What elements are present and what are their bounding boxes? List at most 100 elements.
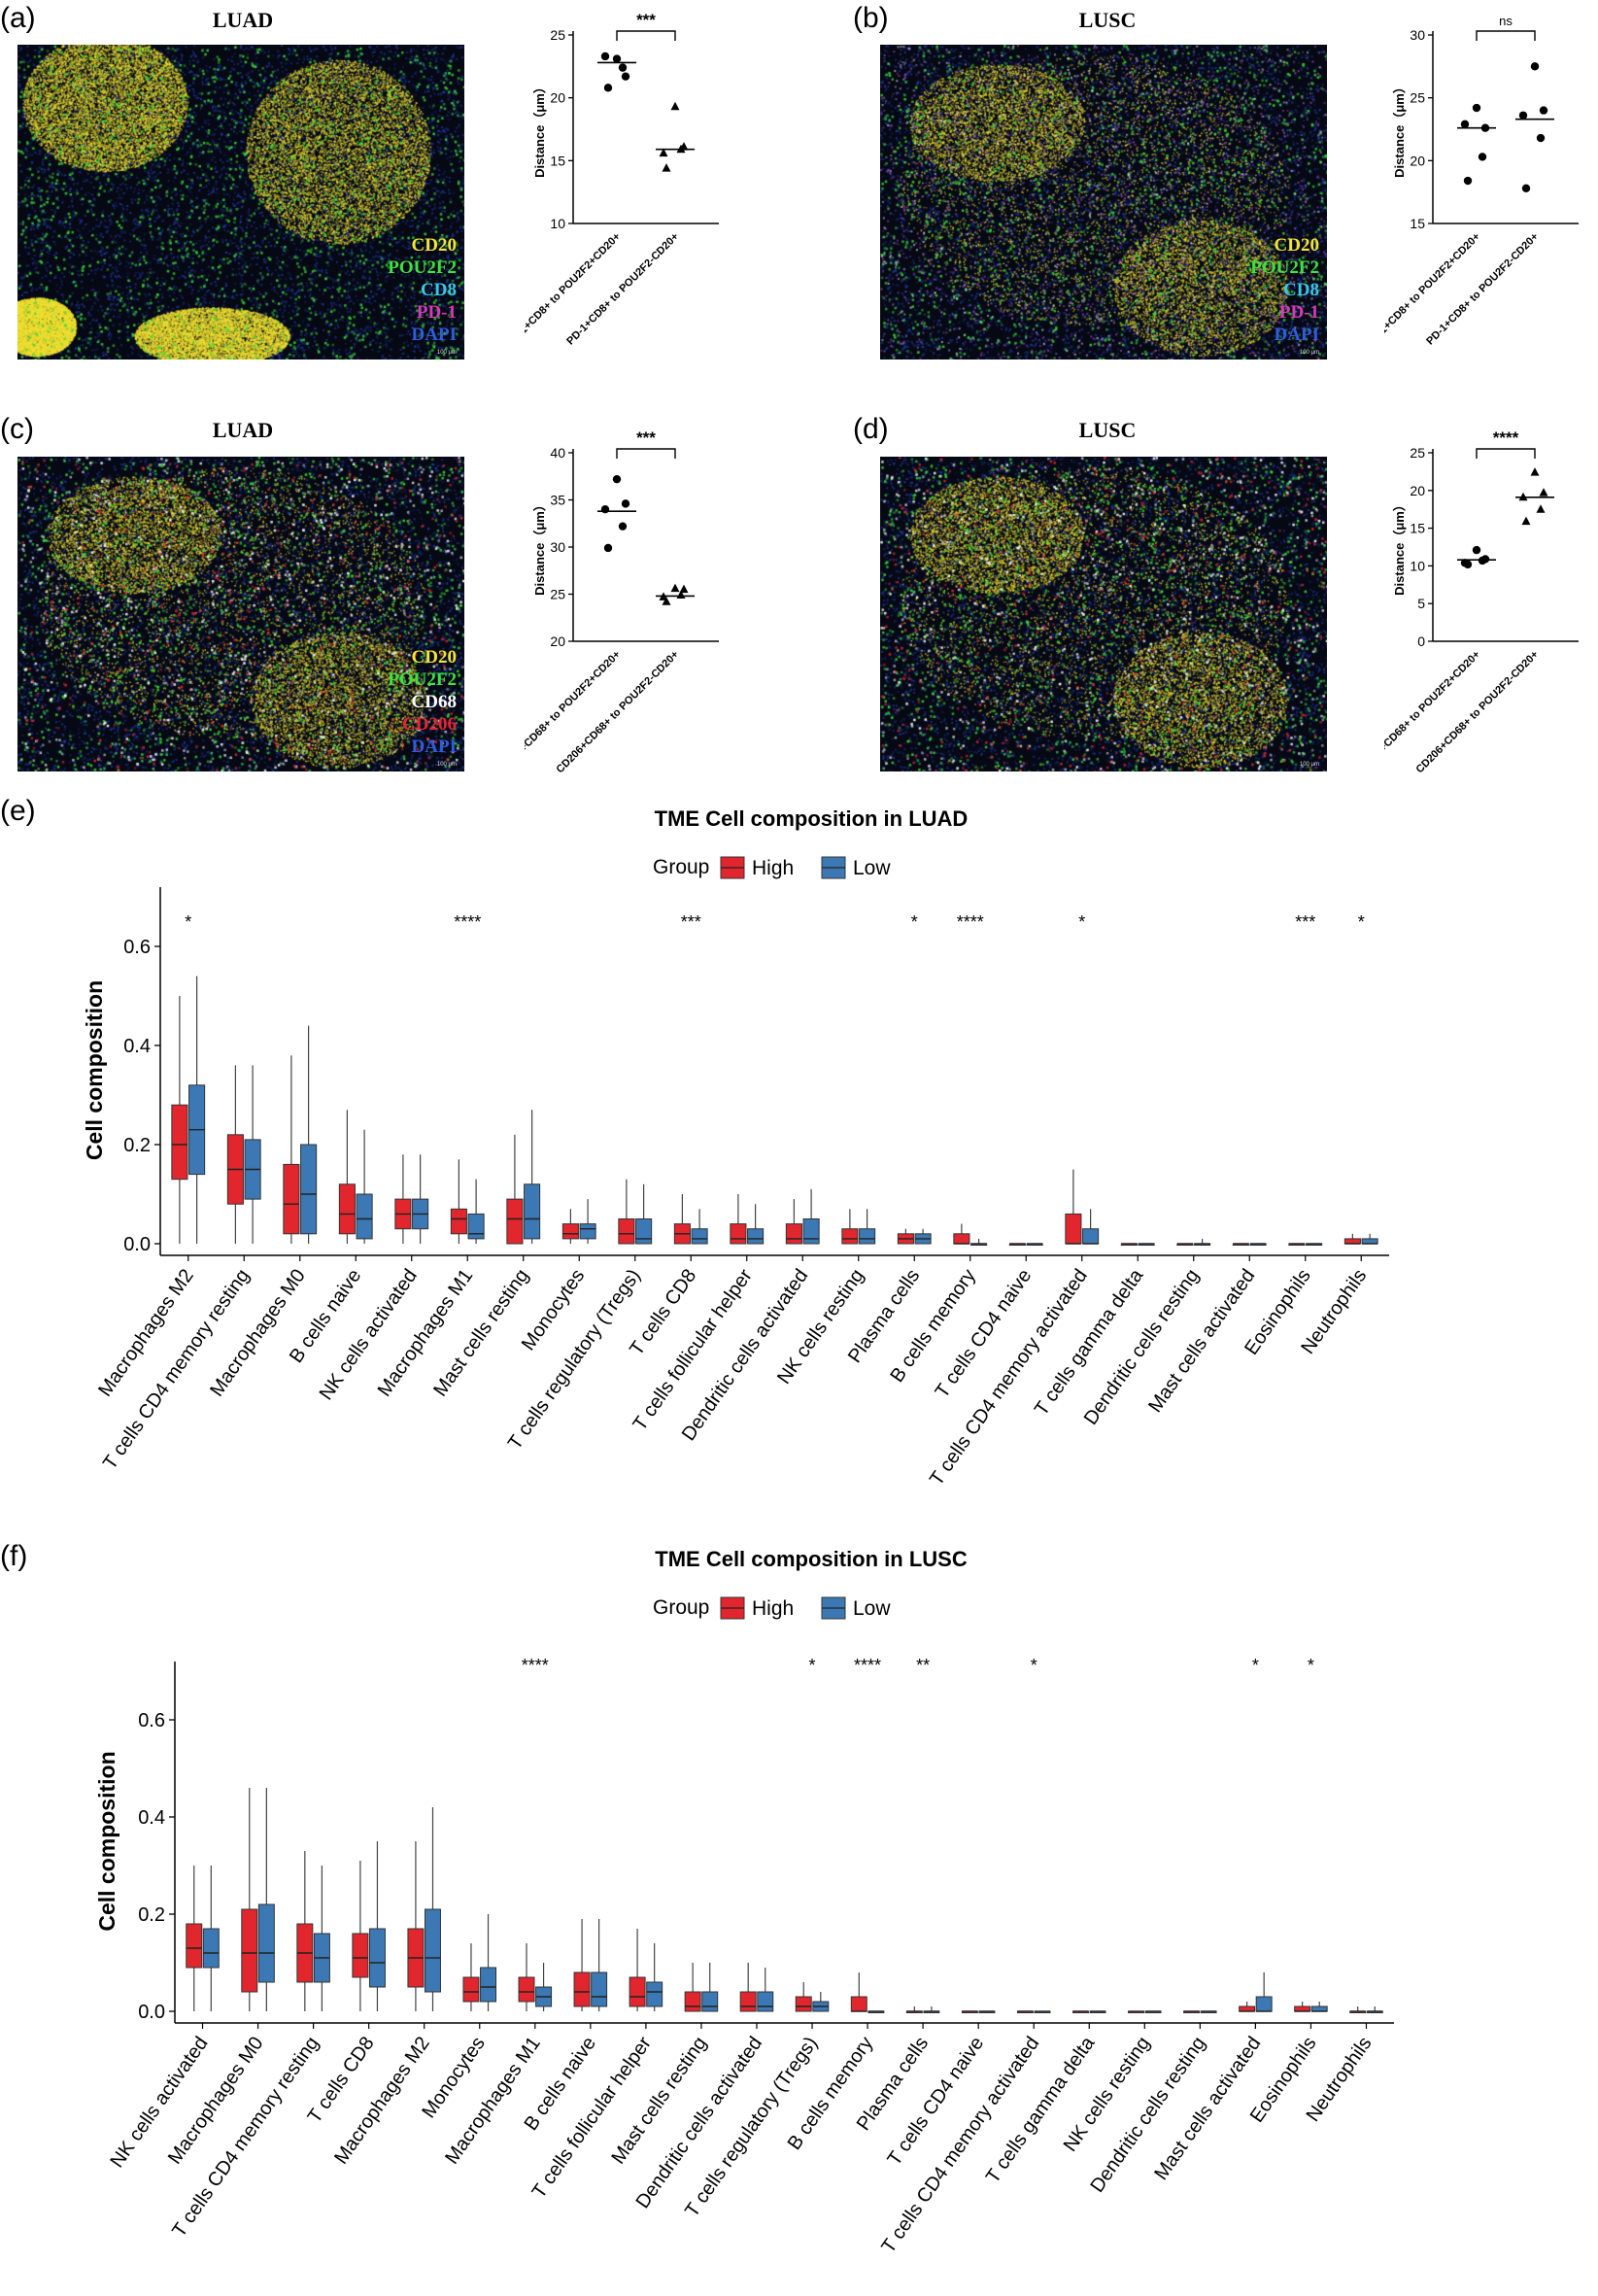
data-point [1472, 103, 1481, 113]
data-point [679, 584, 689, 594]
data-point [600, 505, 610, 514]
y-tick-label: 0.0 [138, 2002, 165, 2023]
box-high [730, 1223, 747, 1245]
data-point [603, 84, 613, 92]
marker-label: DAPI [411, 325, 457, 345]
panel-letter-a: (a) [0, 2, 36, 34]
x-tick-label: T cells gamma delta [1031, 1265, 1148, 1421]
marker-label: POU2F2 [1250, 257, 1319, 278]
data-point [1536, 504, 1546, 513]
significance-label: * [809, 1656, 816, 1675]
data-point [621, 72, 630, 81]
box-high [450, 1208, 467, 1235]
dot-plot-d: 0 5 10 15 20 25 Distance（μm） CD206+CD68+ to POU… [1384, 428, 1579, 777]
box-high [462, 1976, 480, 2003]
y-tick-label: 15 [1410, 216, 1425, 231]
box-high [785, 1223, 802, 1245]
significance-label: **** [854, 1656, 881, 1675]
significance-label: * [1078, 912, 1085, 932]
marker-label: CD20 [411, 647, 457, 668]
panel-letter-e: (e) [0, 795, 36, 827]
data-point [1536, 133, 1546, 143]
box-high [1294, 2005, 1311, 2012]
scale-bar-label: 100 μm [1299, 350, 1319, 356]
box-low [202, 1928, 220, 1969]
scale-bar-label: 100 μm [436, 762, 457, 768]
y-tick-label: 0.6 [138, 1710, 165, 1731]
y-tick-label: 0.2 [138, 1904, 165, 1926]
box-high [850, 1996, 867, 2012]
dot-plot-c: 20 25 30 35 40 Distance（μm） CD206+CD68+ to POU… [525, 428, 719, 777]
box-high [629, 1976, 646, 2007]
data-point [662, 163, 671, 172]
box-low [646, 1981, 663, 2007]
significance-bracket [1476, 30, 1536, 41]
box-low [802, 1218, 820, 1245]
y-tick-label: 5 [1417, 596, 1425, 611]
chart-title: TME Cell composition in LUSC [655, 1547, 968, 1571]
x-tick-label: CD206+CD68+ to POU2F2-CD20+ [555, 649, 682, 776]
micrograph-c-canvas [17, 457, 464, 771]
data-point [1521, 516, 1531, 526]
significance-label: * [1031, 1656, 1037, 1675]
box-high [171, 1104, 188, 1181]
y-tick-label: 25 [550, 27, 565, 43]
y-tick-label: 20 [1410, 483, 1425, 498]
y-tick-label: 10 [1410, 558, 1425, 573]
micrograph-title-c: LUAD [212, 418, 274, 442]
box-low [300, 1144, 318, 1235]
box-high [795, 1996, 812, 2012]
significance-bracket [1476, 448, 1536, 459]
box-low [701, 1991, 719, 2012]
box-low [524, 1183, 541, 1240]
significance-bracket [616, 448, 676, 459]
significance-label: * [1308, 1656, 1314, 1675]
legend-label: Low [853, 857, 891, 879]
y-tick-label: 0.4 [123, 1036, 151, 1057]
box-high [739, 1991, 757, 2012]
significance-bracket [616, 30, 676, 41]
data-point [618, 63, 628, 72]
legend-title: Group [653, 856, 709, 878]
box-high [352, 1933, 369, 1978]
y-axis-label: Distance（μm） [1392, 81, 1407, 178]
marker-label: POU2F2 [388, 669, 457, 690]
significance-label: * [1358, 912, 1365, 932]
box-low [368, 1928, 386, 1988]
box-high [283, 1163, 300, 1235]
significance-label: **** [957, 912, 984, 932]
marker-label: PD-1 [1278, 302, 1319, 323]
panel-letter-b: (b) [853, 2, 889, 34]
micrograph-a-canvas [17, 45, 464, 360]
significance-label: ns [1499, 14, 1513, 28]
x-tick-label: NK cells activated [106, 2033, 212, 2172]
y-tick-label: 0 [1417, 634, 1425, 649]
significance-label: * [185, 912, 191, 932]
marker-label: CD206 [402, 714, 457, 735]
box-low [859, 1228, 876, 1245]
data-point [621, 499, 630, 508]
data-point [670, 101, 680, 111]
data-point [1530, 467, 1540, 476]
y-tick-label: 35 [550, 493, 565, 508]
data-point [618, 522, 628, 531]
significance-label: **** [522, 1656, 549, 1675]
box-low [467, 1213, 485, 1240]
y-tick-label: 30 [1410, 27, 1425, 43]
x-tick-label: T cells gamma delta [982, 2033, 1100, 2188]
y-tick-label: 0.2 [123, 1135, 151, 1156]
y-tick-label: 25 [1410, 445, 1425, 461]
box-low [591, 1971, 608, 2007]
marker-label: CD20 [411, 235, 457, 256]
data-point [662, 597, 671, 605]
y-tick-label: 0.4 [138, 1807, 165, 1829]
box-plot-e: TME Cell composition in LUAD Group High Low… [82, 806, 1389, 1490]
marker-label: POU2F2 [388, 257, 457, 278]
chart-title: TME Cell composition in LUAD [655, 806, 969, 831]
significance-label: * [1252, 1656, 1259, 1675]
marker-label: CD8 [1283, 280, 1319, 300]
data-point [1521, 184, 1531, 192]
micrograph-c: CD20 POU2F2 CD68 CD206 DAPI 100 μm [17, 457, 464, 771]
